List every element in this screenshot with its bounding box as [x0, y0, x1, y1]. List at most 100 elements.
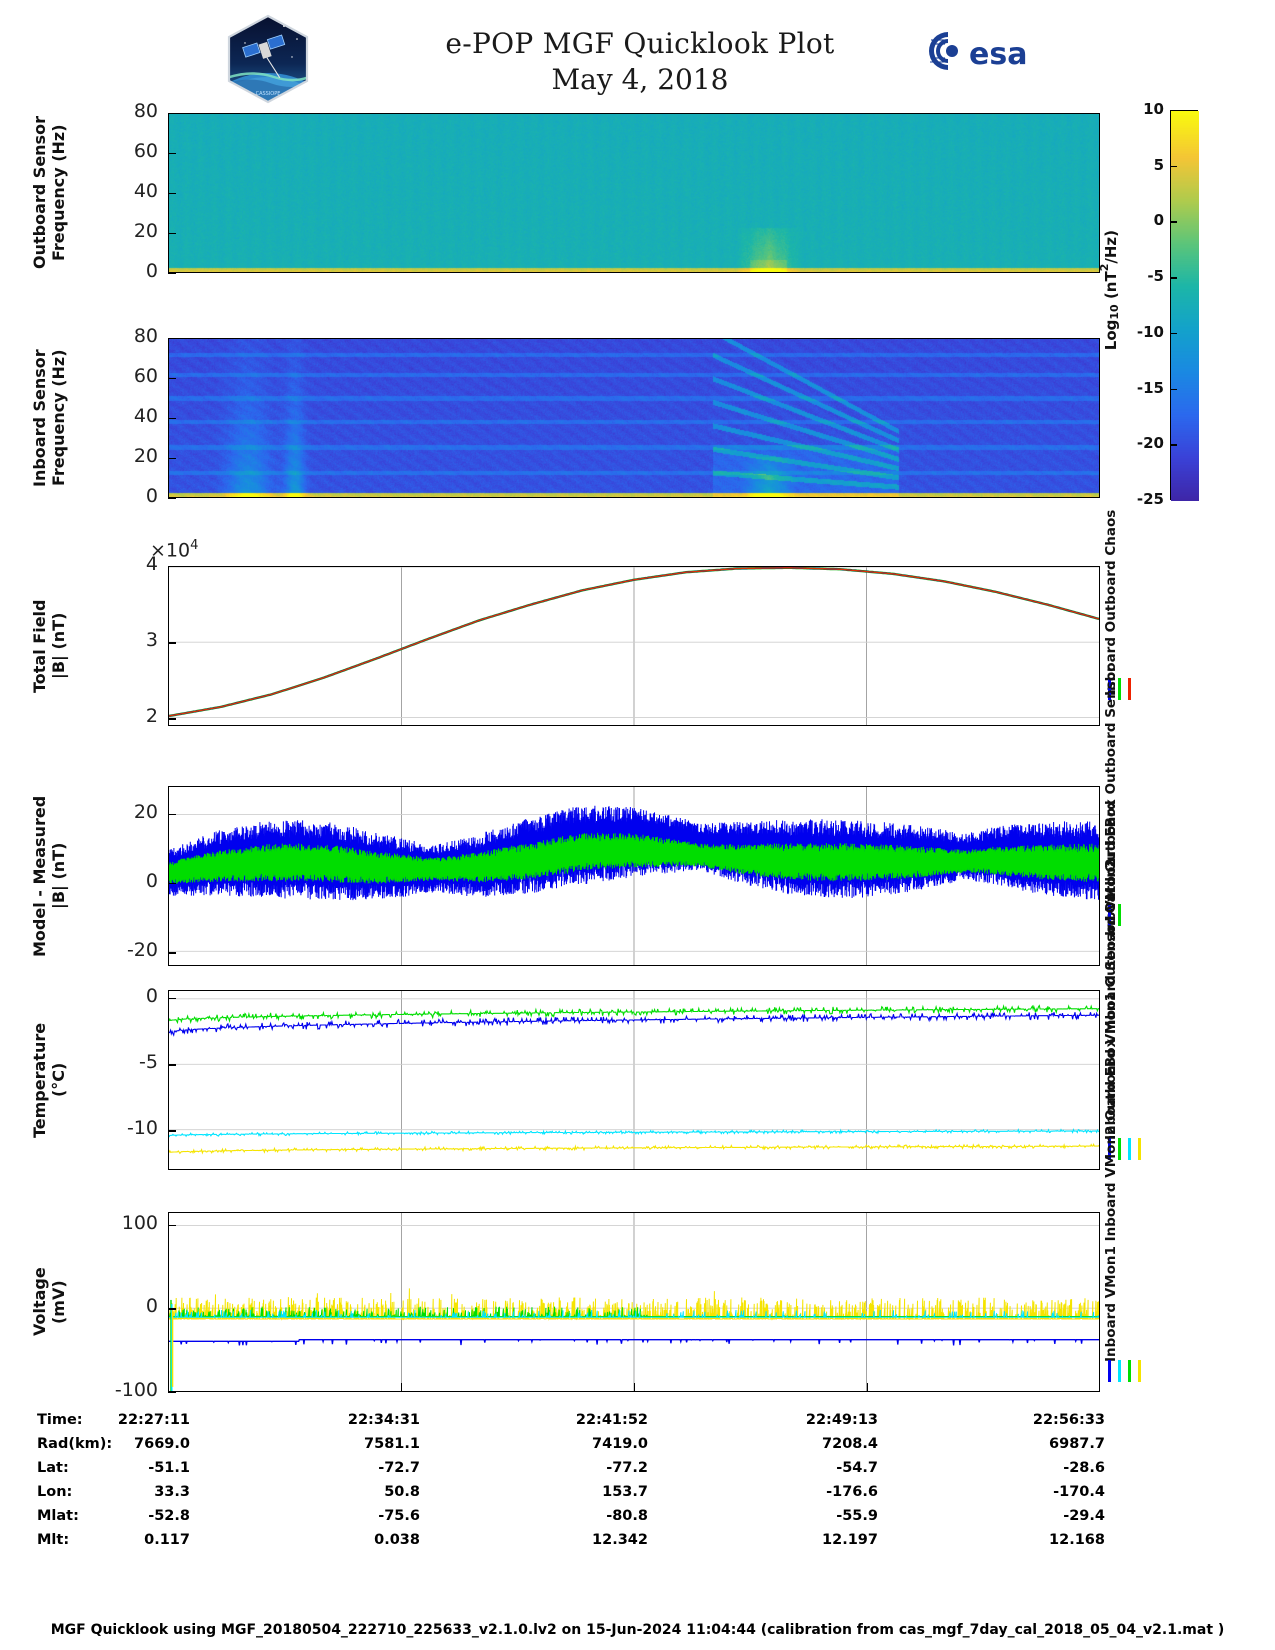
table-cell: -75.6	[378, 1508, 420, 1524]
table-cell: -176.6	[826, 1484, 878, 1500]
legend-color-swatch	[1128, 678, 1131, 700]
y-tick-label: 80	[133, 325, 158, 347]
colorbar-tick-mark	[1170, 444, 1177, 446]
y-tick-label: 3	[145, 629, 158, 652]
table-cell: 7208.4	[822, 1436, 878, 1452]
colorbar-tick-label: -5	[1147, 267, 1164, 286]
colorbar-tick-label: 10	[1143, 100, 1164, 118]
table-cell: -28.6	[1063, 1460, 1105, 1476]
table-cell: -55.9	[836, 1508, 878, 1524]
y-tick-label: 40	[133, 180, 158, 202]
y-tick-mark	[168, 458, 176, 460]
y-tick-label: -10	[126, 1117, 158, 1140]
table-cell: -72.7	[378, 1460, 420, 1476]
y-tick-mark	[168, 642, 176, 644]
y-axis-label-voltage: Voltage (mV)	[30, 1267, 68, 1337]
grid-lines	[169, 787, 1099, 965]
y-tick-mark	[168, 1064, 176, 1066]
legend-color-swatch	[1118, 904, 1121, 926]
colorbar-tick-mark	[1170, 277, 1177, 279]
y-tick-mark	[168, 1130, 176, 1132]
y-tick-label: 20	[133, 800, 158, 823]
y-tick-label: -100	[114, 1379, 158, 1401]
y-tick-mark	[168, 233, 176, 235]
y-tick-mark	[168, 378, 176, 380]
colorbar-tick-label: -20	[1136, 434, 1164, 453]
plot-area-model-measured	[168, 786, 1100, 966]
y-tick-label: 0	[145, 485, 158, 507]
table-cell: 22:49:13	[805, 1412, 878, 1428]
table-row: Rad(km): 7669.0 7581.1 7419.0 7208.4 6987.7	[0, 1436, 1275, 1460]
table-cell: 7669.0	[134, 1436, 190, 1452]
table-cell: 7419.0	[592, 1436, 648, 1452]
table-cell: 33.3	[154, 1484, 190, 1500]
legend-color-swatch	[1128, 1360, 1131, 1382]
colorbar-tick-label: -25	[1136, 490, 1164, 508]
table-cell: -170.4	[1053, 1484, 1105, 1500]
y-tick-label: 0	[145, 869, 158, 892]
y-tick-label: -5	[139, 1051, 158, 1074]
y-tick-mark	[168, 718, 176, 720]
table-cell: 12.168	[1049, 1532, 1105, 1548]
legend-swatches-temperature	[1108, 1138, 1141, 1160]
y-tick-label: -20	[126, 939, 158, 962]
y-tick-mark	[168, 273, 176, 275]
y-tick-mark	[168, 498, 176, 500]
table-row-label: Lon:	[37, 1484, 73, 1500]
table-row-label: Mlat:	[37, 1508, 79, 1524]
y-tick-mark	[168, 338, 176, 340]
colorbar-tick-label: -10	[1136, 322, 1164, 341]
spectrogram-image-inboard-spec	[169, 339, 1099, 497]
y-tick-label: 60	[133, 365, 158, 387]
y-axis-label-total-field: Total Field |B| (nT)	[30, 599, 68, 693]
y-tick-mark	[168, 952, 176, 954]
table-row: Lat: -51.1 -72.7 -77.2 -54.7 -28.6	[0, 1460, 1275, 1484]
y-tick-label: 4	[145, 553, 158, 575]
plot-area-temperature	[168, 990, 1100, 1170]
x-tick-mark	[401, 1383, 403, 1392]
table-row-label: Rad(km):	[37, 1436, 113, 1452]
table-cell: -52.8	[148, 1508, 190, 1524]
legend-color-swatch	[1118, 678, 1121, 700]
legend-color-swatch	[1108, 1360, 1111, 1382]
legend-color-swatch	[1128, 1138, 1131, 1160]
table-cell: 22:41:52	[575, 1412, 648, 1428]
grid-lines	[169, 991, 1099, 1169]
table-cell: 0.038	[374, 1532, 420, 1548]
table-row-label: Time:	[37, 1412, 83, 1428]
legend-color-swatch	[1138, 1360, 1141, 1382]
colorbar-tick-mark	[1170, 332, 1177, 335]
data-series-line	[169, 832, 1099, 884]
table-row: Time: 22:27:11 22:34:31 22:41:52 22:49:13 22:…	[0, 1412, 1275, 1436]
data-series-line	[169, 1339, 1099, 1346]
table-cell: 7581.1	[364, 1436, 420, 1452]
table-cell: -51.1	[148, 1460, 190, 1476]
data-series-line	[169, 567, 1099, 717]
table-cell: 153.7	[602, 1484, 648, 1500]
legend-color-swatch	[1108, 904, 1111, 926]
legend-label: Outboard Sensor	[1103, 665, 1119, 795]
y-tick-mark	[168, 113, 176, 115]
colorbar-tick-label: 5	[1153, 155, 1164, 174]
legend-swatches-voltage	[1108, 1360, 1141, 1382]
y-tick-mark	[168, 153, 176, 155]
x-tick-mark	[634, 1383, 636, 1392]
legend-label: Outboard VMon2	[1103, 858, 1119, 988]
data-series-line	[169, 1128, 1099, 1138]
table-cell: 12.197	[822, 1532, 878, 1548]
table-cell: 12.342	[592, 1532, 648, 1548]
patch-text: CASSIOPE	[256, 91, 281, 97]
table-cell: 6987.7	[1049, 1436, 1105, 1452]
legend-label: Inboard VMon2	[1103, 1125, 1119, 1242]
colorbar-tick-mark	[1170, 221, 1177, 223]
y-axis-label-outboard-spec: Outboard Sensor Frequency (Hz)	[30, 116, 68, 270]
colorbar-tick-label: 0	[1153, 211, 1164, 230]
footer-provenance: MGF Quicklook using MGF_20180504_222710_…	[50, 1622, 1225, 1638]
plot-area-outboard-spec	[168, 113, 1100, 273]
legend-voltage: Inboard VMon1 Inboard VMon2 Outboard VMo…	[1103, 859, 1119, 1362]
y-tick-mark	[168, 1392, 176, 1394]
table-row: Mlat: -52.8 -75.6 -80.8 -55.9 -29.4	[0, 1508, 1275, 1532]
table-row-label: Mlt:	[37, 1532, 70, 1548]
header: CASSIOPE e-POP MGF Quicklook Plot May 4,…	[0, 0, 1275, 110]
table-cell: -80.8	[606, 1508, 648, 1524]
